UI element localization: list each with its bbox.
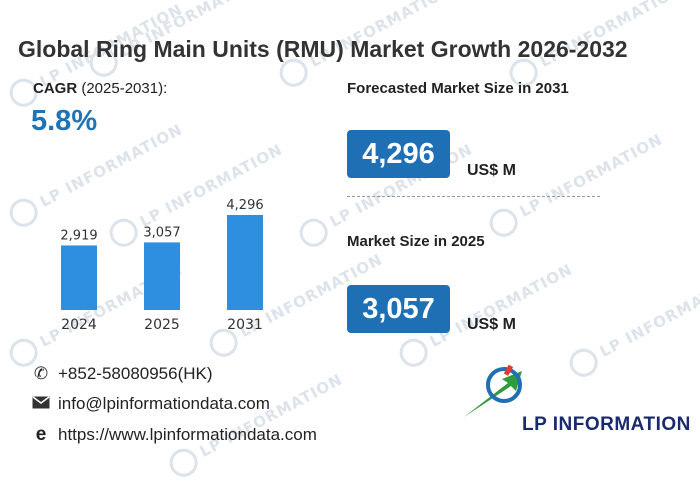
current-label: Market Size in 2025 — [347, 233, 485, 250]
page-title: Global Ring Main Units (RMU) Market Grow… — [18, 36, 628, 62]
mail-icon — [30, 394, 52, 414]
current-unit: US$ M — [467, 316, 516, 333]
phone-icon: ✆ — [33, 364, 49, 383]
contact-phone: ✆ +852-58080956(HK) — [30, 364, 213, 384]
bar-2025 — [144, 242, 180, 310]
forecast-value: 4,296 — [347, 130, 450, 178]
watermark-logo-icon — [484, 203, 523, 242]
cagr-value: 5.8% — [31, 105, 98, 137]
watermark: LP INFORMATION — [484, 126, 669, 242]
watermark-logo-icon — [4, 193, 43, 232]
email-link[interactable]: info@lpinformationdata.com — [58, 394, 270, 413]
x-tick-2024: 2024 — [61, 317, 97, 333]
contact-website: e https://www.lpinformationdata.com — [30, 424, 317, 446]
watermark-logo-icon — [394, 333, 433, 372]
bar-2024 — [61, 245, 97, 310]
data-label-2025: 3,057 — [143, 225, 180, 240]
divider — [347, 196, 600, 197]
watermark-logo-icon — [294, 213, 333, 252]
cagr-label: CAGR (2025-2031): — [33, 80, 167, 97]
cagr-period: (2025-2031): — [81, 80, 168, 97]
watermark-logo-icon — [164, 443, 203, 482]
watermark-logo-icon — [564, 343, 603, 382]
brand-name: LP INFORMATION — [522, 414, 691, 435]
contact-email: info@lpinformationdata.com — [30, 394, 270, 414]
website-link[interactable]: https://www.lpinformationdata.com — [58, 425, 317, 444]
data-label-2031: 4,296 — [226, 198, 263, 213]
x-tick-2031: 2031 — [227, 317, 263, 333]
browser-e-icon: e — [35, 424, 47, 445]
forecast-label: Forecasted Market Size in 2031 — [347, 80, 569, 97]
current-value: 3,057 — [347, 285, 450, 333]
phone-text[interactable]: +852-58080956(HK) — [58, 364, 213, 383]
forecast-unit: US$ M — [467, 162, 516, 179]
brand-logo-icon — [464, 364, 522, 417]
data-label-2024: 2,919 — [60, 228, 97, 243]
bar-2031 — [227, 215, 263, 310]
cagr-label-name: CAGR — [33, 80, 78, 97]
market-size-bar-chart: 2,919 2024 3,057 2025 4,296 2031 — [60, 198, 263, 333]
x-tick-2025: 2025 — [144, 317, 180, 333]
watermark: LP INFORMATION — [564, 266, 700, 382]
